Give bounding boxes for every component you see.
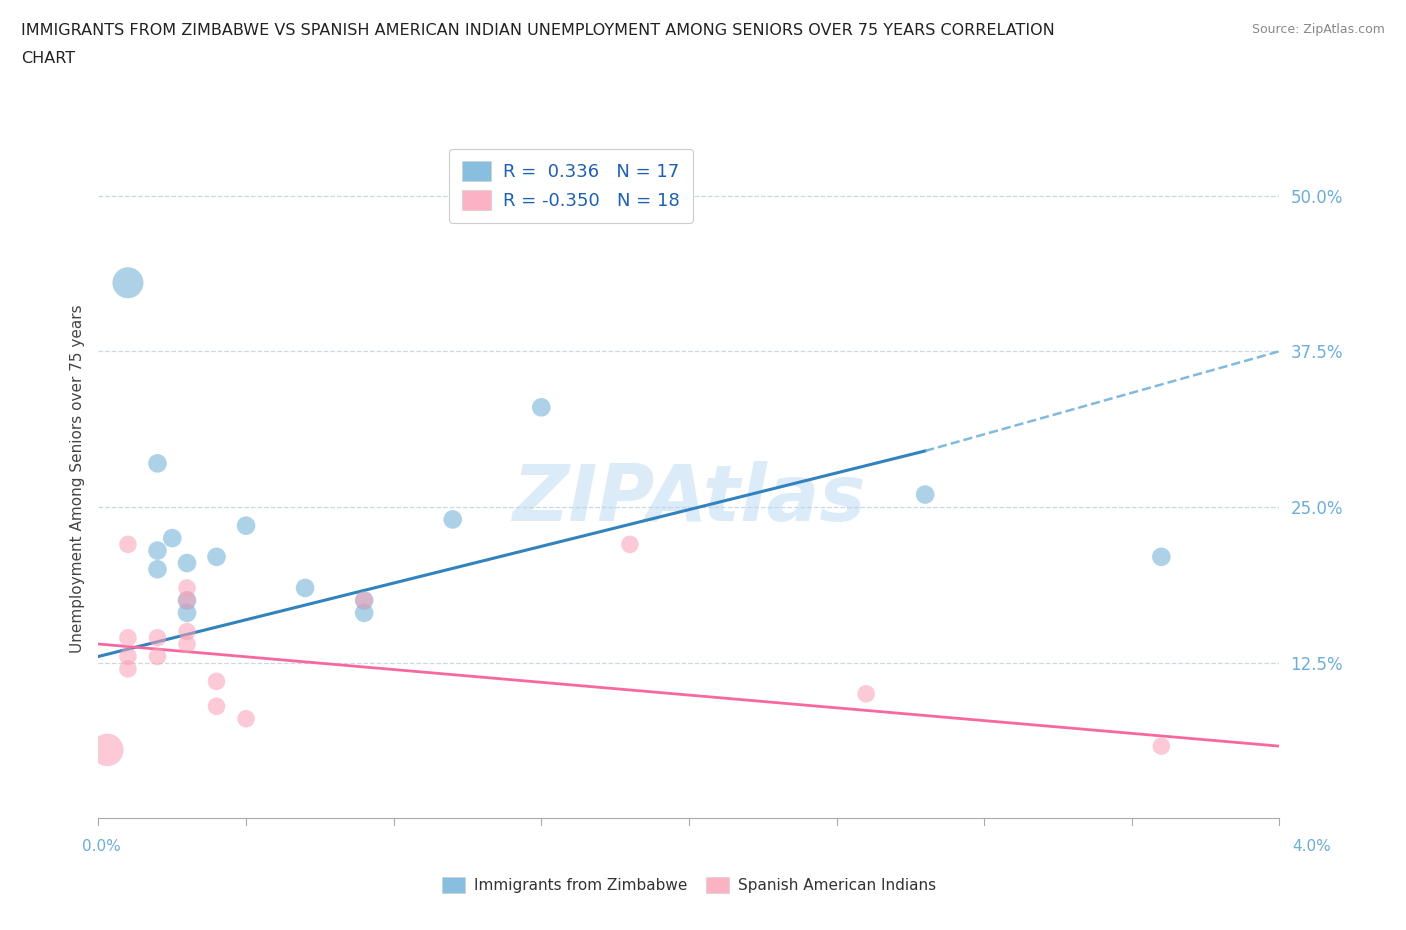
Point (146, 562, 169, 577)
Point (176, 593, 198, 608)
Point (176, 605, 198, 620)
Point (176, 580, 198, 595)
Point (1150, 550, 1173, 565)
Point (914, 487, 936, 502)
Point (1150, 738, 1173, 753)
Point (117, 275, 139, 290)
Point (117, 661, 139, 676)
Point (176, 624, 198, 639)
Point (205, 698, 228, 713)
Legend: Immigrants from Zimbabwe, Spanish American Indians: Immigrants from Zimbabwe, Spanish Americ… (436, 870, 942, 899)
Point (146, 543, 169, 558)
Point (353, 605, 375, 620)
Text: ZIPAtlas: ZIPAtlas (512, 461, 866, 538)
Point (146, 456, 169, 471)
Point (96, 742, 118, 757)
Text: 0.0%: 0.0% (82, 839, 121, 854)
Text: Source: ZipAtlas.com: Source: ZipAtlas.com (1251, 23, 1385, 36)
Text: CHART: CHART (21, 51, 75, 66)
Point (176, 555, 198, 570)
Point (530, 400, 553, 415)
Point (146, 649, 169, 664)
Text: 4.0%: 4.0% (1292, 839, 1331, 854)
Text: IMMIGRANTS FROM ZIMBABWE VS SPANISH AMERICAN INDIAN UNEMPLOYMENT AMONG SENIORS O: IMMIGRANTS FROM ZIMBABWE VS SPANISH AMER… (21, 23, 1054, 38)
Y-axis label: Unemployment Among Seniors over 75 years: Unemployment Among Seniors over 75 years (69, 305, 84, 653)
Point (235, 518, 257, 533)
Point (176, 636, 198, 651)
Point (176, 593, 198, 608)
Point (162, 531, 183, 546)
Point (205, 550, 228, 565)
Point (117, 649, 139, 664)
Point (205, 674, 228, 689)
Point (117, 537, 139, 551)
Point (117, 631, 139, 645)
Point (235, 711, 257, 726)
Point (146, 631, 169, 645)
Point (855, 686, 877, 701)
Point (294, 580, 316, 595)
Point (353, 593, 375, 608)
Point (441, 512, 464, 527)
Point (619, 537, 641, 551)
Point (353, 593, 375, 608)
